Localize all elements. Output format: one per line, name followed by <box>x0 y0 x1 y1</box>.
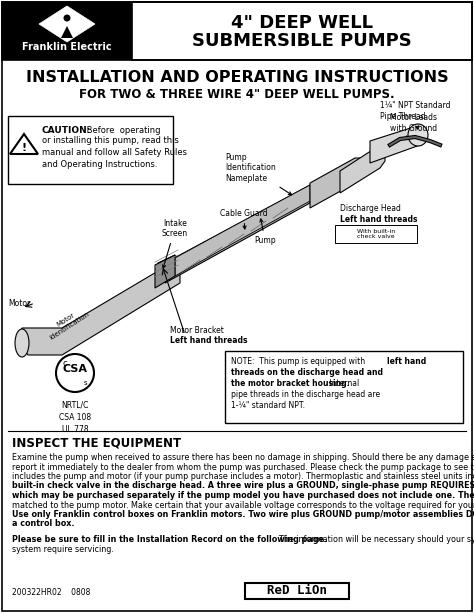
Polygon shape <box>310 158 360 208</box>
Text: INSPECT THE EQUIPMENT: INSPECT THE EQUIPMENT <box>12 437 181 450</box>
Text: 1-¼" standard NPT.: 1-¼" standard NPT. <box>231 401 305 410</box>
Text: CAUTION:: CAUTION: <box>42 126 91 135</box>
Text: Motor
Identification: Motor Identification <box>45 305 91 341</box>
Bar <box>245 583 349 599</box>
Text: !: ! <box>21 143 27 153</box>
Text: 1¼" NPT Standard
Pipe Thread: 1¼" NPT Standard Pipe Thread <box>380 101 450 129</box>
Bar <box>8 116 173 184</box>
Text: INSTALLATION AND OPERATING INSTRUCTIONS: INSTALLATION AND OPERATING INSTRUCTIONS <box>26 70 448 85</box>
Text: Left hand threads: Left hand threads <box>340 215 418 224</box>
Text: left hand: left hand <box>387 357 426 366</box>
Ellipse shape <box>15 329 29 357</box>
Text: Franklin Electric: Franklin Electric <box>22 42 112 52</box>
Text: matched to the pump motor. Make certain that your available voltage corresponds : matched to the pump motor. Make certain … <box>12 500 474 509</box>
Text: pipe threads in the discharge head are: pipe threads in the discharge head are <box>231 390 380 399</box>
Text: s: s <box>83 380 87 386</box>
Text: Motor Leads
with Ground: Motor Leads with Ground <box>390 113 437 139</box>
Text: includes the pump and motor (if your pump purchase includes a motor). Thermoplas: includes the pump and motor (if your pum… <box>12 472 474 481</box>
Polygon shape <box>158 255 175 283</box>
Polygon shape <box>165 185 310 283</box>
Text: Cable Guard: Cable Guard <box>220 209 268 229</box>
Polygon shape <box>370 125 420 163</box>
Text: Please be sure to fill in the Installation Record on the following page.: Please be sure to fill in the Installati… <box>12 535 327 544</box>
Bar <box>335 225 417 243</box>
Text: Pump: Pump <box>254 219 276 245</box>
Bar <box>132 2 472 60</box>
Text: Before  operating: Before operating <box>84 126 161 135</box>
Polygon shape <box>175 185 310 276</box>
Text: With built-in
check valve: With built-in check valve <box>357 229 395 240</box>
Text: NOTE:  This pump is equipped with: NOTE: This pump is equipped with <box>231 357 367 366</box>
Bar <box>2 2 132 60</box>
Text: the motor bracket housing.: the motor bracket housing. <box>231 379 349 388</box>
Text: Intake
Screen: Intake Screen <box>162 219 188 268</box>
Ellipse shape <box>64 15 71 21</box>
Text: Motor Bracket: Motor Bracket <box>170 326 224 335</box>
Text: Use only Franklin control boxes on Franklin motors. Two wire plus GROUND pump/mo: Use only Franklin control boxes on Frank… <box>12 510 474 519</box>
Text: built-in check valve in the discharge head. A three wire plus a GROUND, single-p: built-in check valve in the discharge he… <box>12 481 474 490</box>
Bar <box>225 351 463 423</box>
Text: 4" DEEP WELL: 4" DEEP WELL <box>231 14 373 32</box>
Text: Motor: Motor <box>8 299 30 308</box>
Text: CSA: CSA <box>63 364 88 374</box>
Polygon shape <box>155 255 175 288</box>
Text: 200322HR02    0808: 200322HR02 0808 <box>12 588 91 597</box>
Text: The information will be necessary should your system require servicing.: The information will be necessary should… <box>274 535 474 544</box>
Text: Left hand threads: Left hand threads <box>170 336 247 345</box>
Text: Pump
Identification
Nameplate: Pump Identification Nameplate <box>225 153 292 195</box>
Text: NRTL/C
CSA 108
UL 778: NRTL/C CSA 108 UL 778 <box>59 401 91 433</box>
Text: a control box.: a control box. <box>12 519 74 528</box>
Text: system require servicing.: system require servicing. <box>12 544 114 554</box>
Text: or installing this pump, read this
manual and follow all Safety Rules
and Operat: or installing this pump, read this manua… <box>42 136 187 169</box>
Text: Internal: Internal <box>327 379 359 388</box>
Text: Examine the pump when received to assure there has been no damage in shipping. S: Examine the pump when received to assure… <box>12 453 474 462</box>
Polygon shape <box>61 26 73 38</box>
Text: which may be purchased separately if the pump model you have purchased does not : which may be purchased separately if the… <box>12 491 474 500</box>
Polygon shape <box>340 145 385 193</box>
Text: FOR TWO & THREE WIRE 4" DEEP WELL PUMPS.: FOR TWO & THREE WIRE 4" DEEP WELL PUMPS. <box>79 88 395 101</box>
Text: report it immediately to the dealer from whom the pump was purchased. Please che: report it immediately to the dealer from… <box>12 462 474 471</box>
Text: ReD LiOn: ReD LiOn <box>267 585 327 598</box>
Text: Discharge Head: Discharge Head <box>340 204 401 213</box>
Text: threads on the discharge head and: threads on the discharge head and <box>231 368 383 377</box>
Text: SUBMERSIBLE PUMPS: SUBMERSIBLE PUMPS <box>192 32 412 50</box>
Polygon shape <box>18 258 180 355</box>
Bar <box>2 2 472 60</box>
Polygon shape <box>10 134 38 154</box>
Ellipse shape <box>408 124 428 146</box>
Polygon shape <box>39 6 95 42</box>
Text: c: c <box>63 359 67 368</box>
